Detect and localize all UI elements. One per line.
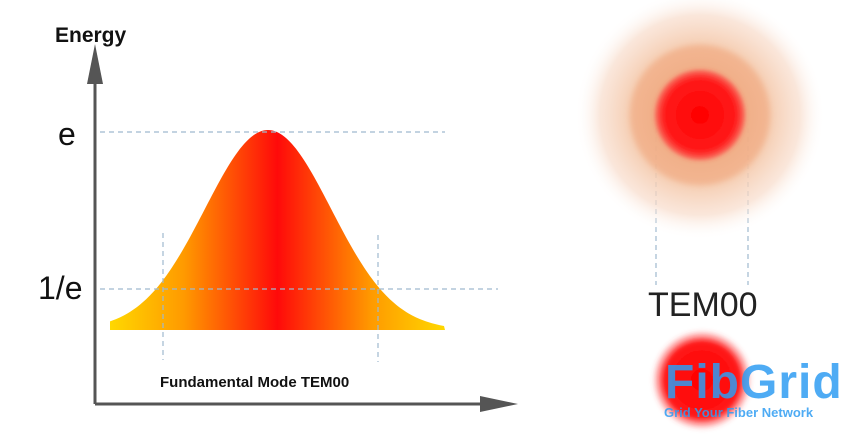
fibgrid-watermark: FibGrid Grid Your Fiber Network xyxy=(664,356,843,420)
peak-level-label: e xyxy=(58,116,76,152)
x-axis-arrowhead xyxy=(480,396,518,412)
beam-spot xyxy=(575,0,825,240)
beam-core xyxy=(655,70,745,160)
gaussian-energy-curve xyxy=(110,130,445,330)
brand-tagline: Grid Your Fiber Network xyxy=(664,405,814,420)
brand-logo-text: FibGrid xyxy=(665,356,843,409)
y-axis-label: Energy xyxy=(55,24,127,47)
y-axis-arrowhead xyxy=(87,44,103,84)
beam-spot-small xyxy=(652,330,752,430)
threshold-level-label: 1/e xyxy=(38,270,82,306)
axes xyxy=(87,44,518,412)
mode-caption: Fundamental Mode TEM00 xyxy=(160,374,349,391)
beam-mode-label: TEM00 xyxy=(648,286,758,324)
